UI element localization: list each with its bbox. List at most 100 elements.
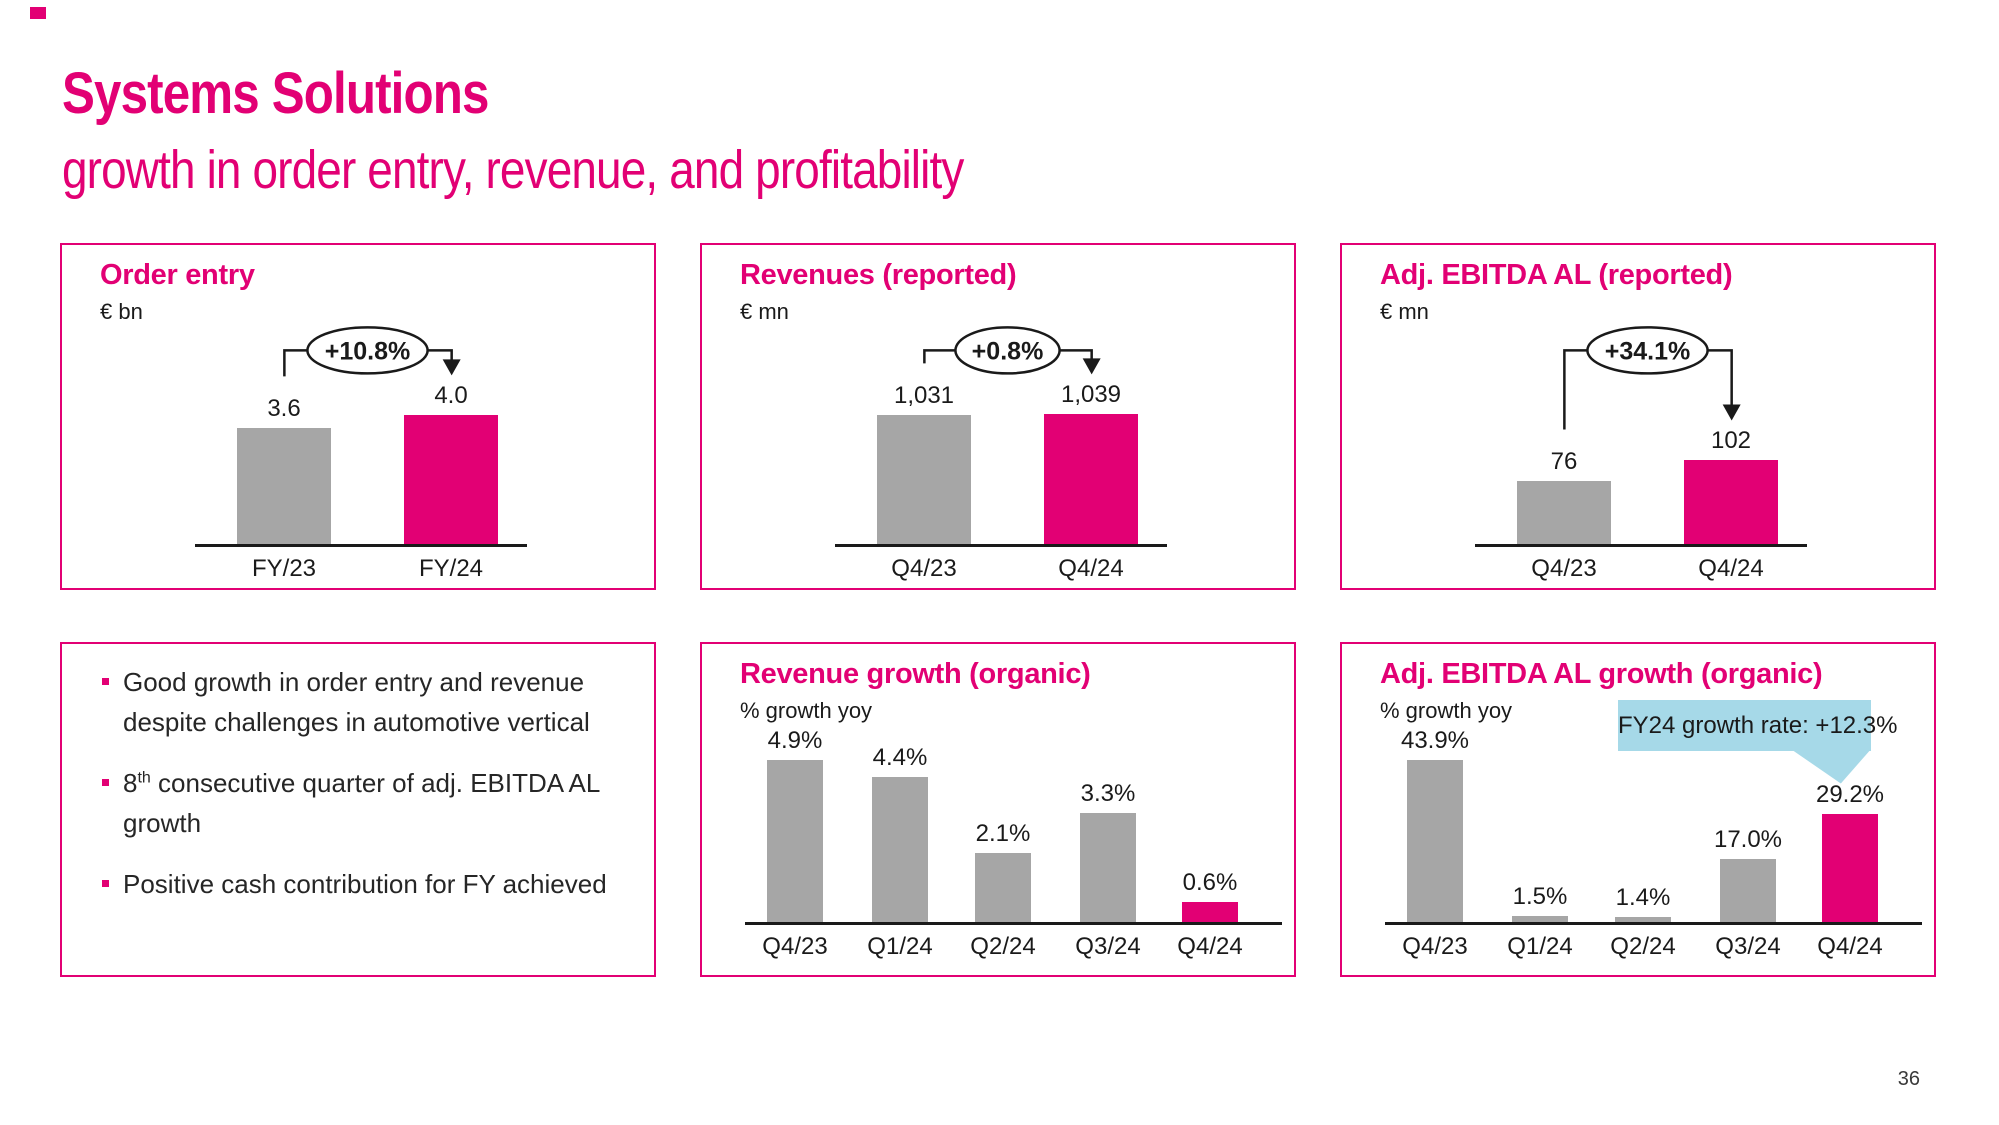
bullet-text: 8th consecutive quarter of adj. EBITDA A… <box>123 768 601 838</box>
ebitda-growth-panel: Adj. EBITDA AL growth (organic) % growth… <box>1340 642 1936 977</box>
bar-category-label: Q1/24 <box>867 933 933 960</box>
bar-category-label: FY/24 <box>418 555 484 582</box>
bar <box>1822 814 1878 922</box>
x-axis-line <box>835 544 1167 547</box>
bullet-marker-icon <box>102 678 109 685</box>
bar-category-label: Q4/24 <box>1698 555 1764 582</box>
bullet-item: Positive cash contribution for FY achiev… <box>102 864 612 904</box>
bar-value-label: 4.4% <box>872 744 928 771</box>
bar <box>1182 902 1238 922</box>
bar-value-label: 1,031 <box>893 382 955 409</box>
growth-bubble-label: +10.8% <box>325 337 411 365</box>
panel-unit-label: % growth yoy <box>740 698 873 723</box>
bar-category-label: Q3/24 <box>1075 933 1141 960</box>
x-axis-line <box>745 922 1282 925</box>
bar-category-label: FY/23 <box>251 555 317 582</box>
bar <box>872 777 928 922</box>
bullet-marker-icon <box>102 880 109 887</box>
bullet-item: Good growth in order entry and revenue d… <box>102 662 612 742</box>
bullet-list: Good growth in order entry and revenue d… <box>102 662 612 925</box>
bar-category-label: Q2/24 <box>970 933 1036 960</box>
bar <box>1615 917 1671 922</box>
bullet-marker-icon <box>102 779 109 786</box>
bar-category-label: Q3/24 <box>1715 933 1781 960</box>
order-entry-panel: Order entry € bn 3.6 FY/23 4.0 FY/24 +10.8% <box>60 243 656 590</box>
bar-category-label: Q4/23 <box>1402 933 1468 960</box>
key-messages-panel: Good growth in order entry and revenue d… <box>60 642 656 977</box>
order-entry-bar-chart: 3.6 FY/23 4.0 FY/24 +10.8% <box>62 245 654 588</box>
panel-unit-label: € mn <box>740 299 789 324</box>
x-axis-line <box>1385 922 1922 925</box>
bar-value-label: 43.9% <box>1400 727 1470 754</box>
bar <box>1407 760 1463 922</box>
bar-category-label: Q4/23 <box>1531 555 1597 582</box>
bar-value-label: 1,039 <box>1060 381 1122 408</box>
bar-value-label: 4.9% <box>767 727 823 754</box>
bar-value-label: 102 <box>1710 427 1752 454</box>
revenues-panel: Revenues (reported) € mn 1,031 Q4/23 1,039… <box>700 243 1296 590</box>
bar <box>237 428 331 544</box>
bar-value-label: 1.4% <box>1615 884 1671 911</box>
growth-bubble-label: +0.8% <box>972 337 1044 365</box>
brand-corner-mark <box>30 7 46 19</box>
bar-value-label: 3.3% <box>1080 780 1136 807</box>
panel-unit-label: € mn <box>1380 299 1429 324</box>
page-title: Systems Solutions <box>62 61 489 126</box>
bar <box>1684 460 1778 544</box>
ordinal-superscript: th <box>137 769 151 787</box>
panel-title: Adj. EBITDA AL growth (organic) <box>1380 658 1823 690</box>
bar-category-label: Q1/24 <box>1507 933 1573 960</box>
bar-value-label: 29.2% <box>1815 781 1885 808</box>
bar <box>877 415 971 544</box>
panel-title: Order entry <box>100 259 255 291</box>
panel-unit-label: % growth yoy <box>1380 698 1513 723</box>
arrowhead-icon <box>442 359 461 376</box>
growth-bubble-label: +34.1% <box>1605 337 1691 365</box>
growth-connector: +0.8% <box>923 326 1101 375</box>
growth-connector: +34.1% <box>1563 326 1741 430</box>
revenues-bar-chart: 1,031 Q4/23 1,039 Q4/24 +0.8% <box>702 245 1294 588</box>
bar-category-label: Q4/24 <box>1817 933 1883 960</box>
bar <box>1080 813 1136 922</box>
bar <box>767 760 823 922</box>
bar <box>1720 859 1776 922</box>
bullet-text: Good growth in order entry and revenue d… <box>123 667 590 737</box>
panel-unit-label: € bn <box>100 299 143 324</box>
callout-label: FY24 growth rate: +12.3% <box>1618 700 1898 751</box>
arrowhead-icon <box>1082 358 1101 375</box>
bar-category-label: Q4/24 <box>1058 555 1124 582</box>
revenue-growth-bar-chart: 4.9% Q4/23 4.4% Q1/24 2.1% Q2/24 3.3% Q3/24 0.6%… <box>702 644 1294 975</box>
adj-ebitda-panel: Adj. EBITDA AL (reported) € mn 76 Q4/23 10… <box>1340 243 1936 590</box>
x-axis-line <box>1475 544 1807 547</box>
ebitda-growth-bar-chart: 43.9% Q4/23 1.5% Q1/24 1.4% Q2/24 17.0% Q3/24 29… <box>1342 644 1934 975</box>
page-subtitle: growth in order entry, revenue, and prof… <box>62 140 964 200</box>
bullet-item: 8th consecutive quarter of adj. EBITDA A… <box>102 763 612 843</box>
growth-bubble <box>1586 326 1709 375</box>
bullet-text: Positive cash contribution for FY achiev… <box>123 869 607 899</box>
growth-bubble <box>954 326 1061 375</box>
bar <box>975 853 1031 922</box>
bar-value-label: 0.6% <box>1182 869 1238 896</box>
growth-connector: +10.8% <box>283 326 461 377</box>
adj-ebitda-bar-chart: 76 Q4/23 102 Q4/24 +34.1% <box>1342 245 1934 588</box>
bar-category-label: Q2/24 <box>1610 933 1676 960</box>
growth-bubble <box>306 326 429 375</box>
bar-value-label: 2.1% <box>975 820 1031 847</box>
arrowhead-icon <box>1722 404 1741 421</box>
bar-category-label: Q4/23 <box>891 555 957 582</box>
bar <box>404 415 498 544</box>
panel-title: Revenue growth (organic) <box>740 658 1091 690</box>
bar <box>1517 481 1611 544</box>
bar-value-label: 76 <box>1550 448 1578 475</box>
bar-value-label: 3.6 <box>267 395 301 422</box>
x-axis-line <box>195 544 527 547</box>
page-number: 36 <box>1897 1068 1920 1090</box>
bar-category-label: Q4/24 <box>1177 933 1243 960</box>
revenue-growth-panel: Revenue growth (organic) % growth yoy 4.… <box>700 642 1296 977</box>
bar-category-label: Q4/23 <box>762 933 828 960</box>
bar <box>1044 414 1138 544</box>
panel-title: Revenues (reported) <box>740 259 1017 291</box>
bar <box>1512 916 1568 922</box>
panel-title: Adj. EBITDA AL (reported) <box>1380 259 1733 291</box>
